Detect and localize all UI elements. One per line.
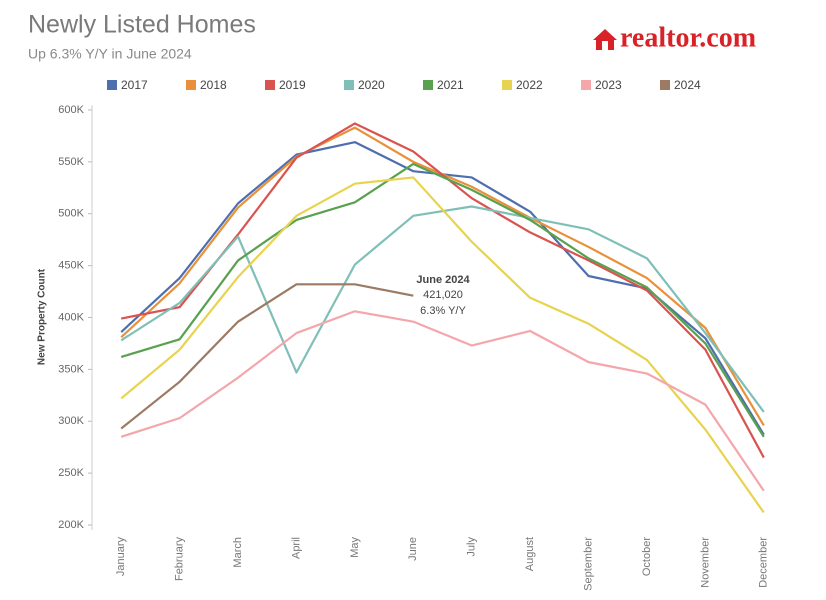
legend-label: 2017: [121, 78, 148, 92]
y-tick-label: 350K: [58, 363, 84, 375]
logo-icon: [593, 29, 617, 50]
y-tick-label: 200K: [58, 519, 84, 531]
legend-swatch: [502, 80, 512, 90]
legend-swatch: [344, 80, 354, 90]
x-tick-label: October: [641, 537, 653, 576]
legend-swatch: [186, 80, 196, 90]
legend-swatch: [423, 80, 433, 90]
legend-label: 2019: [279, 78, 306, 92]
x-tick-label: March: [232, 537, 244, 568]
legend-label: 2024: [674, 78, 701, 92]
legend-swatch: [581, 80, 591, 90]
x-tick-label: December: [758, 537, 770, 588]
legend-label: 2020: [358, 78, 385, 92]
legend-swatch: [265, 80, 275, 90]
x-tick-label: July: [466, 537, 478, 557]
chart-title: Newly Listed Homes: [28, 11, 256, 39]
x-tick-label: January: [115, 537, 127, 577]
x-tick-label: April: [290, 537, 302, 559]
legend-label: 2021: [437, 78, 464, 92]
y-tick-label: 500K: [58, 208, 84, 220]
series-line: [120, 162, 765, 438]
x-tick-label: May: [349, 537, 361, 558]
legend-label: 2023: [595, 78, 622, 92]
annotation: 6.3% Y/Y: [420, 305, 466, 317]
chart-subtitle: Up 6.3% Y/Y in June 2024: [28, 46, 192, 62]
y-axis-label: New Property Count: [37, 268, 48, 365]
y-tick-label: 300K: [58, 415, 84, 427]
annotation: 421,020: [423, 289, 463, 301]
x-tick-label: November: [699, 537, 711, 588]
legend-swatch: [107, 80, 117, 90]
series-line: [120, 176, 765, 514]
brand-logo: realtor.com: [620, 22, 756, 53]
y-tick-label: 450K: [58, 260, 84, 272]
legend-swatch: [660, 80, 670, 90]
legend-label: 2022: [516, 78, 543, 92]
y-tick-label: 400K: [58, 311, 84, 323]
y-tick-label: 550K: [58, 156, 84, 168]
y-tick-label: 250K: [58, 467, 84, 479]
x-tick-label: September: [582, 537, 594, 591]
series-line: [120, 310, 765, 492]
annotation: June 2024: [416, 274, 470, 286]
x-tick-label: February: [174, 537, 186, 582]
x-tick-label: June: [407, 537, 419, 561]
y-tick-label: 600K: [58, 104, 84, 116]
series-line: [120, 283, 414, 430]
x-tick-label: August: [524, 537, 536, 571]
legend-label: 2018: [200, 78, 227, 92]
